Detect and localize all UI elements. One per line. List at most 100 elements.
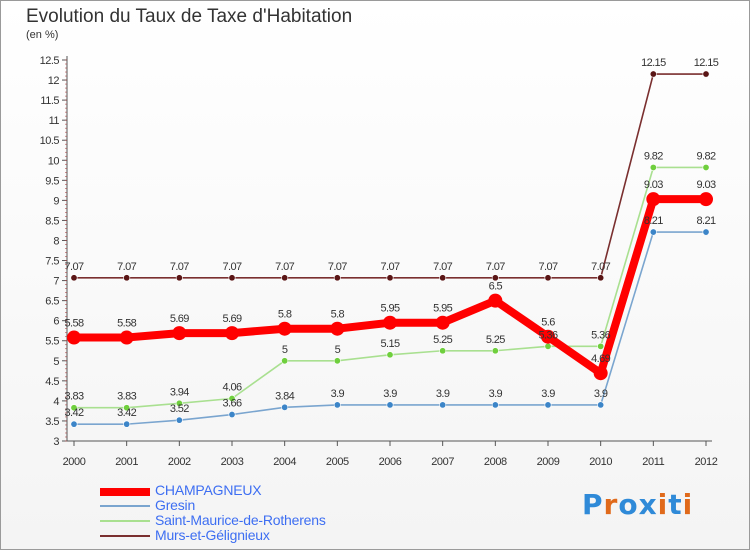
y-tick-label: 8	[53, 235, 59, 247]
legend-swatch	[100, 520, 150, 522]
data-label: 7.07	[591, 261, 610, 273]
data-point	[175, 274, 183, 282]
y-tick-label: 7	[53, 276, 59, 288]
data-label: 7.07	[433, 261, 452, 273]
data-point	[699, 192, 713, 207]
x-tick-label: 2007	[431, 456, 454, 468]
logo-letter: x	[638, 488, 658, 521]
data-point	[435, 315, 450, 330]
legend-label: Murs-et-Gélignieux	[155, 527, 270, 543]
data-label: 6.5	[489, 281, 503, 293]
y-tick-label: 9	[53, 195, 59, 207]
series-line	[73, 73, 707, 279]
data-point	[646, 192, 661, 207]
y-tick-label: 11.5	[40, 95, 59, 107]
data-point	[597, 342, 605, 350]
data-point	[439, 401, 447, 409]
data-point	[649, 70, 657, 78]
data-point	[281, 274, 289, 282]
data-label: 5.95	[380, 303, 399, 315]
data-label: 7.07	[64, 261, 83, 273]
data-point	[123, 420, 131, 428]
x-tick-label: 2005	[326, 456, 349, 468]
data-label: 7.07	[380, 261, 399, 273]
data-label: 4.06	[222, 381, 241, 393]
data-label: 5.58	[64, 318, 83, 330]
data-label: 5.36	[538, 329, 557, 341]
data-label: 7.07	[538, 261, 557, 273]
data-point	[386, 401, 394, 409]
data-label: 5.25	[433, 334, 452, 346]
data-label: 5.58	[117, 318, 136, 330]
y-tick-label: 9.5	[45, 175, 59, 187]
data-point	[228, 274, 236, 282]
x-tick-label: 2002	[168, 456, 191, 468]
data-point	[119, 330, 134, 345]
data-point	[544, 274, 552, 282]
data-point	[386, 351, 394, 359]
data-point	[70, 404, 78, 412]
data-label: 3.52	[170, 403, 189, 415]
y-tick-label: 4	[53, 396, 59, 408]
data-point	[123, 404, 131, 412]
data-point	[597, 274, 605, 282]
data-label: 8.21	[644, 215, 663, 227]
data-label: 5.8	[278, 309, 292, 321]
x-tick-label: 2008	[484, 456, 507, 468]
data-point	[702, 228, 710, 236]
data-label: 7.07	[222, 261, 241, 273]
y-tick-label: 12.5	[40, 55, 60, 67]
logo-letter: i	[682, 488, 694, 521]
data-point	[491, 274, 499, 282]
legend-label: CHAMPAGNEUX	[155, 482, 262, 498]
data-label: 5.36	[591, 329, 610, 341]
y-tick-label: 10	[48, 155, 60, 167]
data-label: 4.69	[591, 353, 610, 365]
y-tick-label: 3	[53, 436, 59, 448]
y-tick-label: 5	[53, 356, 59, 368]
logo-letter: o	[618, 488, 639, 521]
data-label: 5.6	[541, 317, 555, 329]
data-label: 5.95	[433, 303, 452, 315]
data-label: 3.9	[331, 388, 345, 400]
data-label: 5.15	[380, 338, 399, 350]
x-tick-label: 2010	[589, 456, 612, 468]
data-label: 9.82	[644, 150, 663, 162]
data-label: 7.07	[486, 261, 505, 273]
data-point	[70, 420, 78, 428]
data-point	[488, 293, 503, 308]
data-point	[491, 347, 499, 355]
data-label: 7.07	[328, 261, 347, 273]
data-point	[386, 274, 394, 282]
logo-letter: i	[657, 488, 669, 521]
legend-label: Saint-Maurice-de-Rotherens	[155, 512, 326, 528]
data-point	[541, 329, 555, 344]
data-label: 3.9	[489, 388, 503, 400]
data-point	[172, 326, 187, 341]
data-label: 3.83	[64, 391, 83, 403]
data-point	[702, 163, 710, 171]
y-tick-label: 6.5	[45, 296, 59, 308]
y-tick-label: 3.5	[45, 416, 59, 428]
data-point	[333, 274, 341, 282]
data-label: 3.42	[64, 407, 83, 419]
data-point	[439, 274, 447, 282]
data-point	[277, 321, 292, 336]
x-tick-label: 2006	[379, 456, 402, 468]
data-point	[383, 315, 397, 330]
data-point	[593, 366, 608, 381]
data-label: 5	[282, 344, 288, 356]
data-label: 8.21	[696, 215, 715, 227]
x-tick-label: 2009	[537, 456, 560, 468]
y-tick-label: 11	[49, 115, 60, 127]
data-point	[491, 401, 499, 409]
data-point	[281, 403, 289, 411]
data-label: 5.69	[222, 313, 241, 325]
legend-swatch	[100, 535, 150, 537]
data-point	[544, 401, 552, 409]
data-label: 3.9	[541, 388, 555, 400]
x-tick-label: 2000	[63, 456, 86, 468]
data-label: 12.15	[641, 57, 666, 69]
data-point	[225, 326, 239, 341]
